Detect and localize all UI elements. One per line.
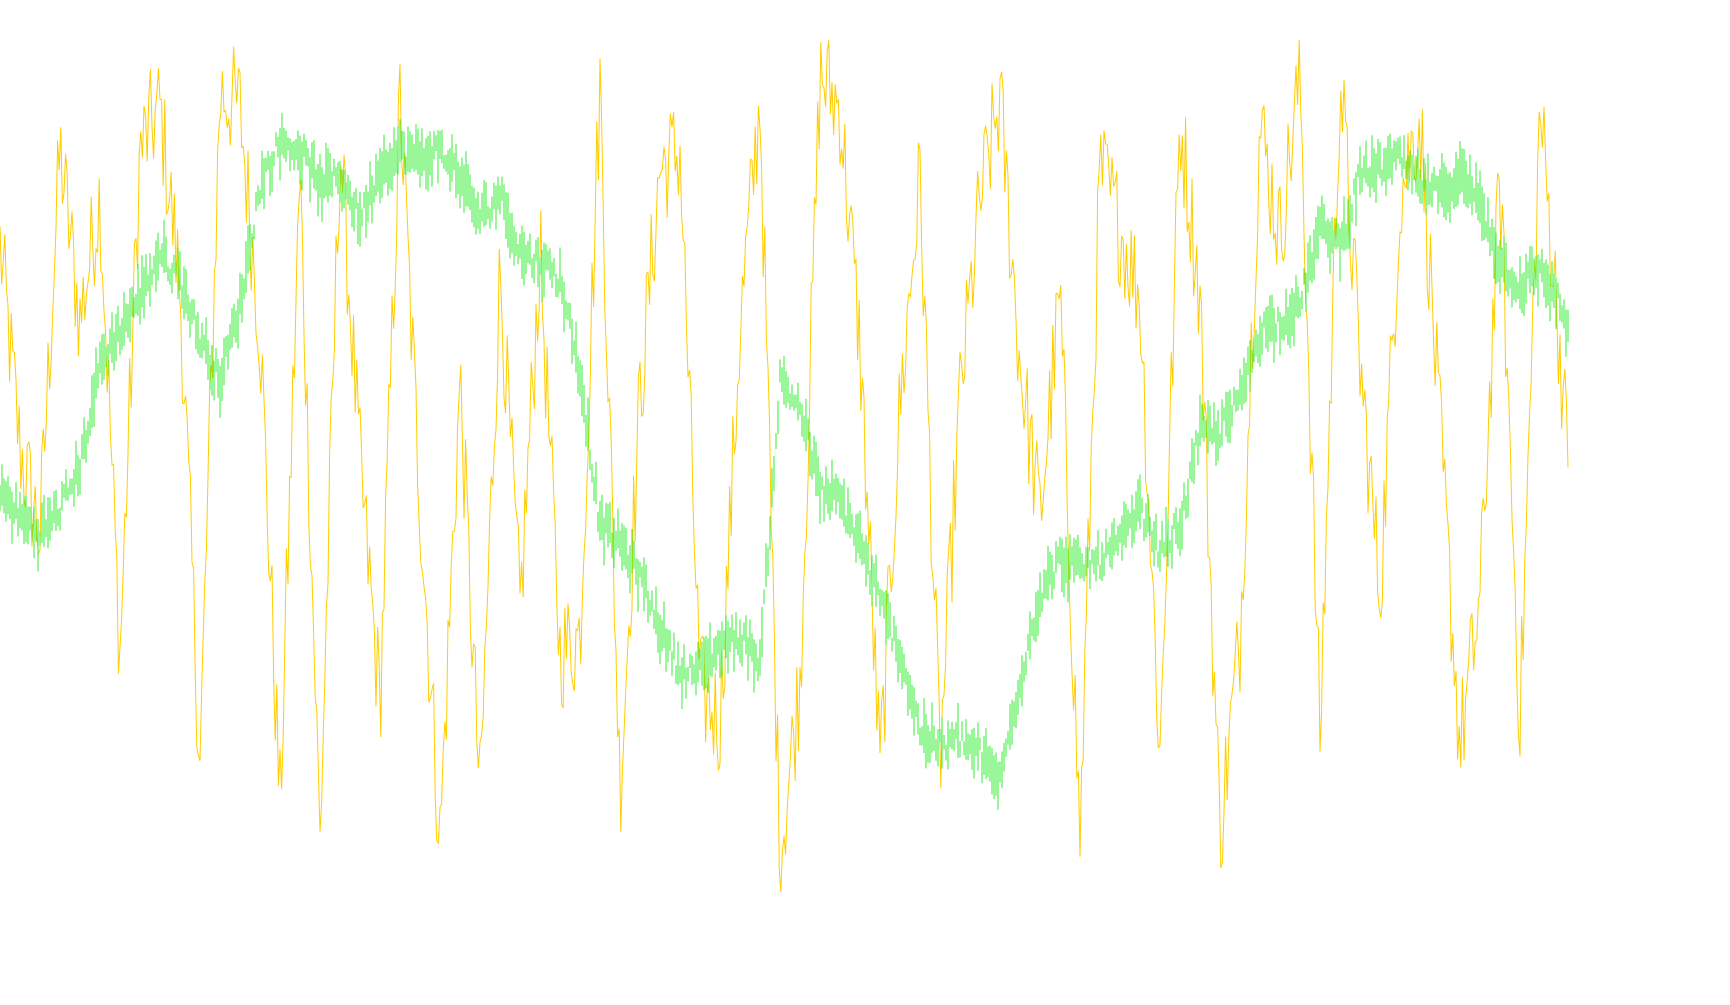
series-layer [0,39,1569,893]
oscillator-line-path [0,39,1569,893]
series-oscillator-line [0,39,1569,893]
series-price-bars [0,112,1569,810]
